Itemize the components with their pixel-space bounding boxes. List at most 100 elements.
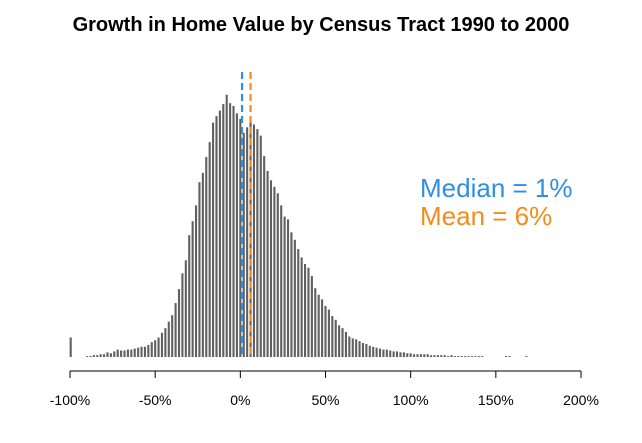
histogram-bar bbox=[256, 129, 259, 357]
histogram-bar bbox=[457, 356, 460, 357]
histogram-bar bbox=[269, 180, 273, 357]
histogram-bar bbox=[280, 205, 283, 357]
histogram-bar bbox=[181, 273, 184, 357]
histogram-bar bbox=[443, 355, 446, 357]
histogram-bar bbox=[171, 315, 174, 357]
histogram-bar bbox=[92, 355, 95, 357]
x-axis: -100% -50% 0% 50% 100% 150% 200% bbox=[50, 370, 599, 408]
histogram-bar bbox=[378, 348, 382, 357]
histogram-bar bbox=[174, 303, 177, 357]
histogram-bar bbox=[375, 347, 378, 357]
histogram-bar bbox=[426, 354, 429, 357]
histogram-bar bbox=[194, 205, 198, 357]
histogram-bar bbox=[406, 353, 409, 357]
histogram-bar bbox=[351, 338, 354, 357]
histogram-bar bbox=[413, 354, 416, 357]
histogram-bar bbox=[113, 351, 116, 357]
histogram-bar bbox=[477, 356, 480, 357]
x-tick-label: 0% bbox=[230, 392, 250, 408]
histogram-bar bbox=[143, 346, 146, 357]
histogram-bar bbox=[177, 289, 181, 357]
histogram-bar bbox=[348, 336, 351, 357]
histogram-bar bbox=[235, 113, 238, 357]
histogram-bar bbox=[225, 94, 228, 358]
histogram-bar bbox=[222, 104, 225, 357]
histogram-bar bbox=[106, 352, 109, 357]
histogram-bar bbox=[385, 349, 388, 357]
histogram-bar bbox=[372, 346, 375, 357]
histogram-bar bbox=[103, 354, 106, 357]
histogram-bar bbox=[450, 355, 453, 357]
histogram-bar bbox=[355, 339, 358, 357]
histogram-bar bbox=[358, 341, 361, 357]
histogram-bar bbox=[164, 328, 167, 357]
histogram-bar bbox=[331, 316, 334, 357]
histogram-bar bbox=[188, 235, 191, 357]
histogram-bar bbox=[276, 193, 279, 357]
histogram-bar bbox=[239, 118, 242, 357]
histogram-bar bbox=[440, 355, 443, 357]
histogram-bar bbox=[290, 232, 293, 357]
histogram-bar bbox=[430, 355, 433, 357]
histogram-bar bbox=[324, 305, 327, 357]
histogram-bar bbox=[160, 332, 164, 357]
histogram-bar bbox=[464, 356, 467, 357]
histogram-bar bbox=[154, 340, 157, 357]
histogram-bar bbox=[409, 353, 412, 357]
histogram-bar bbox=[215, 116, 218, 357]
histogram-bar bbox=[130, 349, 133, 357]
histogram-bar bbox=[273, 186, 276, 357]
histogram-bar bbox=[167, 321, 170, 357]
histogram-bar bbox=[505, 356, 508, 357]
histogram-bar bbox=[85, 356, 89, 357]
x-tick-label: 100% bbox=[393, 392, 429, 408]
histogram-bar bbox=[402, 352, 405, 357]
reference-lines bbox=[240, 72, 252, 357]
histogram-bar bbox=[423, 354, 426, 357]
histogram-bar bbox=[218, 110, 221, 357]
histogram-bar bbox=[229, 103, 232, 357]
histogram-bar bbox=[341, 328, 344, 357]
x-tick-label: 150% bbox=[478, 392, 514, 408]
histogram-bar bbox=[109, 353, 112, 357]
histogram-bar bbox=[368, 345, 371, 357]
histogram-bar bbox=[300, 257, 303, 357]
histogram-bar bbox=[399, 352, 402, 357]
x-tick-label: 50% bbox=[311, 392, 339, 408]
histogram-bar bbox=[205, 157, 208, 357]
histogram-bar bbox=[116, 349, 119, 357]
histogram-bar bbox=[184, 260, 187, 357]
histogram-bar bbox=[392, 351, 395, 357]
histogram-bar bbox=[307, 267, 310, 357]
histogram-bar bbox=[467, 356, 470, 357]
histogram-bar bbox=[327, 309, 330, 357]
histogram-bar bbox=[419, 354, 422, 357]
histogram-bar bbox=[246, 127, 249, 357]
histogram-bar bbox=[123, 350, 126, 357]
histogram-bar bbox=[344, 331, 347, 357]
median-label: Median = 1% bbox=[420, 173, 573, 203]
histogram-bar bbox=[283, 216, 286, 357]
chart-title: Growth in Home Value by Census Tract 199… bbox=[72, 14, 570, 36]
histogram-bar bbox=[242, 132, 245, 357]
histogram-bar bbox=[208, 142, 211, 357]
histogram-bar bbox=[338, 325, 341, 357]
histogram-bar bbox=[453, 356, 457, 357]
histogram-bar bbox=[259, 135, 262, 357]
histogram-bar bbox=[436, 355, 439, 357]
histogram-bar bbox=[508, 356, 511, 357]
histogram-bar bbox=[293, 239, 296, 357]
histogram-bar bbox=[212, 122, 215, 357]
histogram-bar bbox=[96, 355, 99, 357]
x-tick-label: -50% bbox=[139, 392, 172, 408]
histogram-bar bbox=[99, 354, 102, 357]
histogram-bar bbox=[334, 319, 337, 357]
histogram-bar bbox=[389, 350, 392, 357]
histogram-bar bbox=[474, 356, 477, 357]
histogram-bar bbox=[198, 182, 201, 357]
histogram-bar bbox=[317, 294, 320, 357]
histogram-bar bbox=[365, 343, 368, 357]
histogram-bar bbox=[157, 337, 160, 357]
histogram-bar bbox=[137, 347, 140, 357]
